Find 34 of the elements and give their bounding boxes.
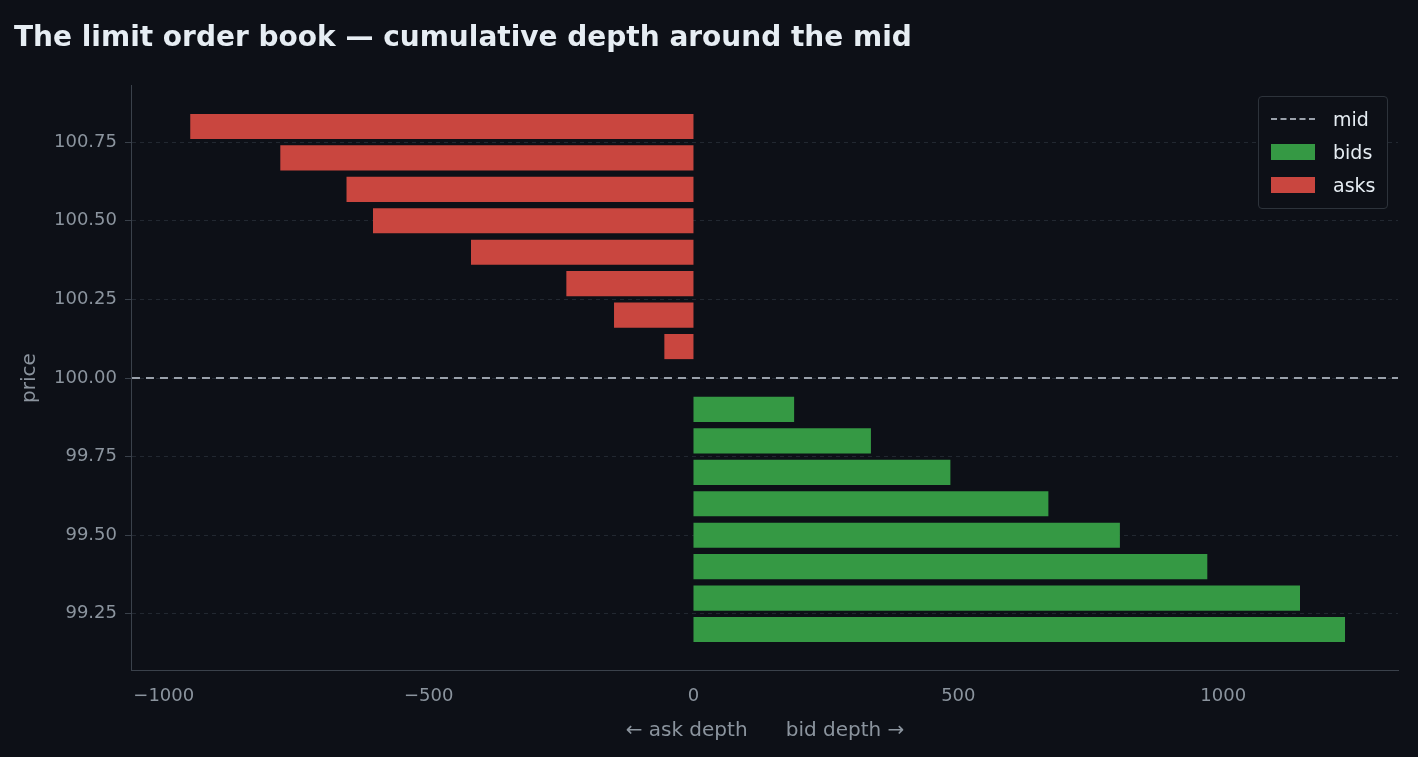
x-axis-title: ← ask depth bid depth → (625, 717, 905, 742)
bar (664, 333, 694, 360)
y-tick-label: 99.75 (65, 444, 117, 466)
bar (693, 585, 1300, 611)
bar (693, 522, 1120, 548)
bar (693, 396, 795, 423)
bar (693, 459, 951, 485)
y-tick-label: 100.25 (54, 287, 117, 309)
legend-label: mid (1333, 108, 1369, 131)
y-tick-label: 100.00 (54, 365, 117, 387)
bar (614, 302, 694, 328)
bar (693, 491, 1049, 517)
bar (280, 145, 694, 171)
legend-label: bids (1333, 141, 1373, 164)
x-tick-label: −500 (403, 683, 454, 705)
bar (346, 176, 694, 202)
bar (693, 616, 1346, 643)
y-tick-label: 99.25 (65, 601, 117, 623)
y-tick-label: 100.50 (54, 208, 117, 230)
y-tick-label: 100.75 (54, 129, 117, 151)
bar (693, 428, 871, 454)
chart-title: The limit order book — cumulative depth around the mid (14, 20, 912, 54)
y-axis-title: price (16, 353, 41, 403)
bar (693, 554, 1208, 580)
x-tick-label: 0 (687, 683, 700, 705)
x-tick-label: 500 (941, 683, 976, 705)
bar (566, 271, 694, 297)
x-tick-label: 1000 (1200, 683, 1247, 705)
x-tick-label: −1000 (133, 683, 195, 705)
legend-label: asks (1333, 174, 1376, 197)
bar (190, 113, 694, 140)
bar (471, 239, 694, 265)
bar (373, 208, 694, 234)
y-tick-label: 99.50 (65, 522, 117, 544)
